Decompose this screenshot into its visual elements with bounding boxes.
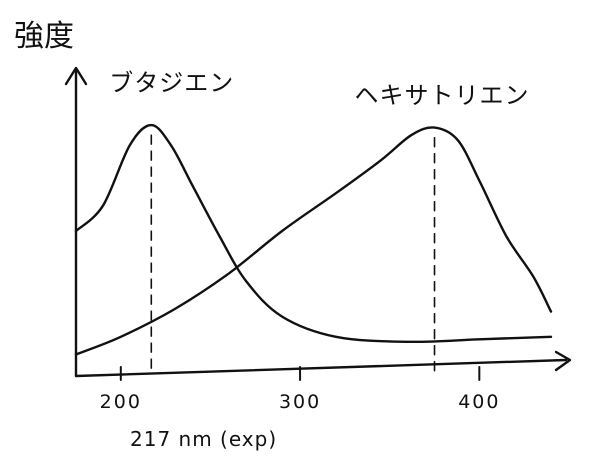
series-line-2 [74,126,553,356]
x-tick-label-300: 300 [279,391,321,413]
series-line-1 [74,123,553,344]
y-axis-label: 強度 [14,19,74,54]
label-group: ブタジエン ヘキサトリエン [109,69,530,110]
y-axis-arrow [64,66,88,86]
series-label-1: ブタジエン [109,69,234,97]
x-ticks: 200 300 400 [100,366,500,413]
x-axis-line [74,358,568,378]
x-tick-label-400: 400 [458,391,500,413]
x-tick-label-200: 200 [100,391,142,413]
series-label-2: ヘキサトリエン [355,82,530,110]
axes [64,66,572,378]
x-axis-arrow [554,350,572,372]
annotation-217nm: 217 nm (exp) [130,427,277,451]
series-group [74,123,553,373]
